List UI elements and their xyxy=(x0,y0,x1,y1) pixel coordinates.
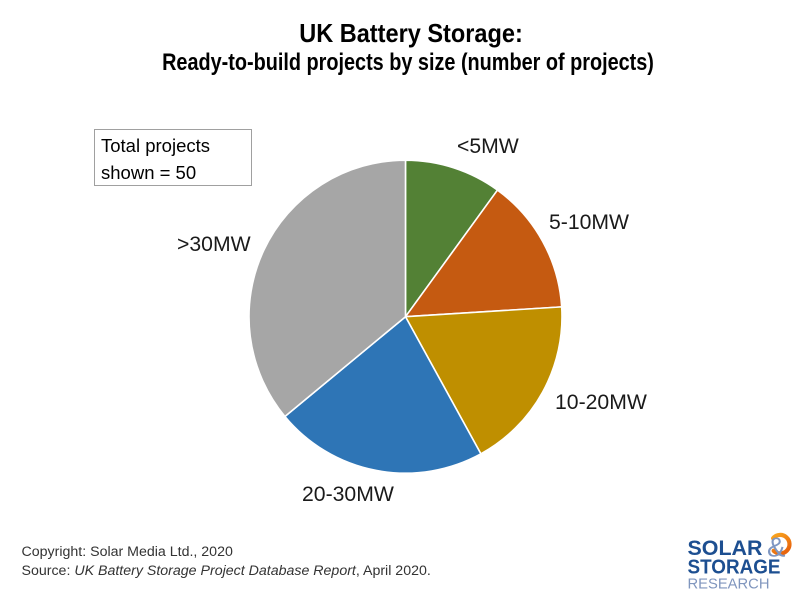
svg-text:STORAGE: STORAGE xyxy=(688,557,781,579)
svg-text:&: & xyxy=(767,532,786,563)
svg-text:SOLAR: SOLAR xyxy=(688,537,763,560)
svg-text:RESEARCH: RESEARCH xyxy=(688,576,770,593)
